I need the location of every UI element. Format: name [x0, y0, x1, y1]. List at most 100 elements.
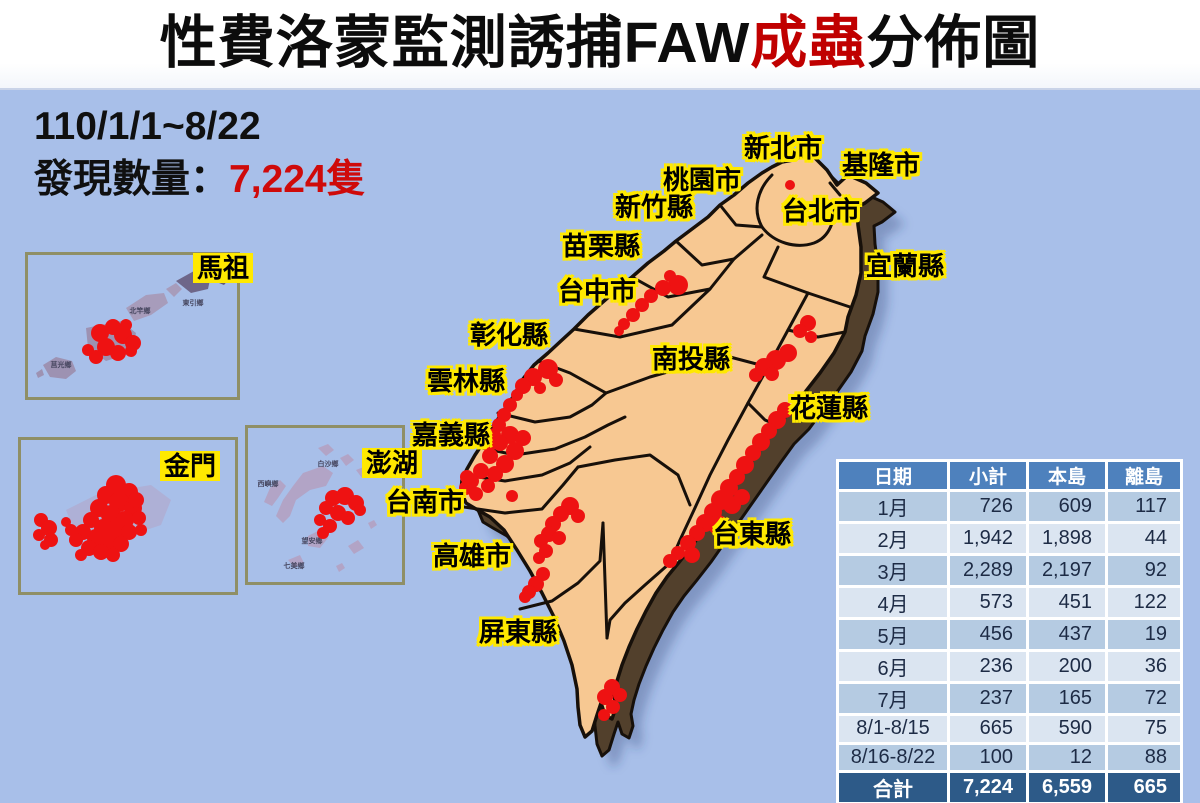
detection-dot — [511, 389, 523, 401]
inset-penghu: 白沙鄉 西嶼鄉 望安鄉 七美鄉 — [245, 425, 405, 585]
detection-dot — [61, 517, 71, 527]
kinmen-detection-dots — [33, 475, 147, 562]
detection-dot — [120, 319, 132, 331]
column-header: 日期 — [839, 462, 947, 489]
summary-count-label: 發現數量： — [34, 158, 230, 201]
total-cell: 7,224 — [950, 773, 1026, 802]
summary-box: 110/1/1~8/22 發現數量：7,224隻 — [34, 100, 366, 206]
map-label-5: 台北市 — [782, 196, 861, 226]
table-cell: 2月 — [839, 524, 947, 553]
summary-period: 110/1/1~8/22 — [34, 105, 261, 148]
detection-dot — [734, 489, 750, 505]
table-cell: 19 — [1108, 620, 1180, 649]
table-cell: 36 — [1108, 652, 1180, 681]
table-cell: 44 — [1108, 524, 1180, 553]
summary-count-value: 7,224隻 — [229, 158, 366, 201]
map-label-2: 基隆市 — [842, 150, 921, 180]
detection-dot — [655, 280, 671, 296]
title-bar: 性費洛蒙監測誘捕FAW成蟲分佈圖 — [0, 0, 1200, 90]
county-borders — [462, 173, 859, 640]
detection-dot — [614, 326, 624, 336]
map-label-15: 台南市 — [386, 487, 465, 517]
detection-dot — [41, 520, 57, 536]
detection-dot — [354, 504, 366, 516]
map-label-19: 馬祖 — [193, 253, 254, 283]
map-label-4: 新竹縣 — [615, 192, 694, 222]
detection-dot — [492, 435, 508, 451]
detection-dot — [549, 373, 563, 387]
table-cell: 2,197 — [1029, 556, 1105, 585]
table-cell: 1,942 — [950, 524, 1026, 553]
table-body: 1月 726 609 117 2月 1,942 1,898 44 3月 2,289 2,197 92 4… — [839, 492, 1180, 770]
map-label-9: 彰化縣 — [470, 320, 549, 350]
detection-dot — [473, 463, 489, 479]
table-cell: 1,898 — [1029, 524, 1105, 553]
table-row: 4月 573 451 122 — [839, 588, 1180, 617]
title-part1: 性費洛蒙監測誘捕FAW — [159, 11, 751, 75]
map-label-7: 宜蘭縣 — [866, 251, 945, 281]
table-cell: 6月 — [839, 652, 947, 681]
monthly-stats-table: 日期 小計 本島 離島 1月 726 609 117 2月 1,942 1,898 44 3月 2,28… — [836, 459, 1183, 803]
detection-dot — [65, 524, 77, 536]
township-label: 莒光鄉 — [51, 360, 72, 369]
table-cell: 665 — [950, 716, 1026, 742]
table-cell: 437 — [1029, 620, 1105, 649]
detection-dot — [319, 501, 333, 515]
table-cell: 726 — [950, 492, 1026, 521]
detection-dot — [506, 490, 518, 502]
detection-dot — [487, 466, 503, 482]
detection-dot — [460, 470, 474, 484]
table-cell: 4月 — [839, 588, 947, 617]
detection-dot — [598, 709, 610, 721]
detection-dot — [626, 308, 640, 322]
detection-dot — [684, 547, 700, 563]
detection-dot — [664, 270, 676, 282]
detection-dot — [515, 430, 531, 446]
detection-dot — [314, 514, 326, 526]
detection-dot — [469, 487, 483, 501]
map-label-3: 桃園市 — [663, 165, 742, 195]
detection-dot — [736, 456, 754, 474]
table-cell: 573 — [950, 588, 1026, 617]
table-row: 7月 237 165 72 — [839, 684, 1180, 713]
detection-dot — [135, 524, 147, 536]
detection-dot — [606, 700, 620, 714]
township-label: 西嶼鄉 — [258, 479, 279, 488]
detection-dot — [75, 549, 87, 561]
map-label-14: 澎湖 — [362, 448, 423, 478]
table-row: 8/16-8/22 100 12 88 — [839, 744, 1180, 770]
detection-dot — [91, 324, 109, 342]
detection-dot — [93, 544, 109, 560]
table-cell: 7月 — [839, 684, 947, 713]
detection-dot — [110, 345, 126, 361]
table-cell: 165 — [1029, 684, 1105, 713]
table-cell: 75 — [1108, 716, 1180, 742]
detection-dot — [125, 345, 137, 357]
total-cell: 665 — [1108, 773, 1180, 802]
detection-dot — [128, 492, 144, 508]
map-label-18: 屏東縣 — [479, 617, 558, 647]
map-label-8: 台中市 — [558, 276, 637, 306]
detection-dot — [341, 511, 355, 525]
table-cell: 8/1-8/15 — [839, 716, 947, 742]
detection-dot — [506, 442, 524, 460]
title-part2: 分佈圖 — [866, 11, 1041, 75]
summary-count: 發現數量：7,224隻 — [34, 153, 366, 206]
detection-dot — [785, 180, 795, 190]
table-row: 6月 236 200 36 — [839, 652, 1180, 681]
inset-kinmen — [18, 437, 238, 595]
map-label-1: 新北市 — [744, 133, 823, 163]
township-label: 望安鄉 — [302, 536, 323, 545]
table-cell: 122 — [1108, 588, 1180, 617]
table-row: 8/1-8/15 665 590 75 — [839, 716, 1180, 742]
column-header: 離島 — [1108, 462, 1180, 489]
table-cell: 237 — [950, 684, 1026, 713]
detection-dot — [793, 324, 807, 338]
table-cell: 451 — [1029, 588, 1105, 617]
detection-dot — [40, 540, 50, 550]
total-cell: 合計 — [839, 773, 947, 802]
